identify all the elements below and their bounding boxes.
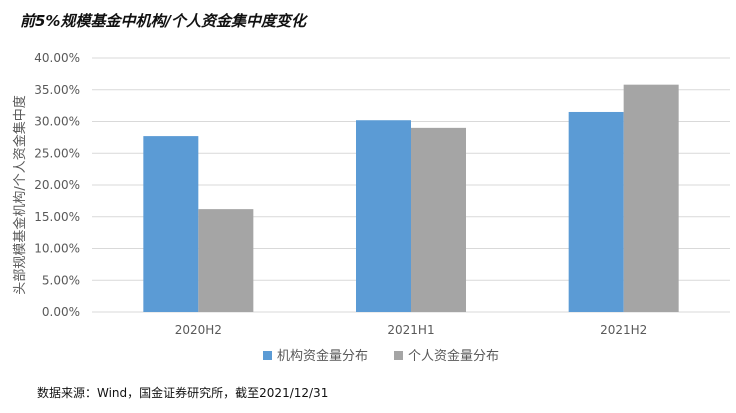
bar-institution [356, 120, 411, 312]
y-tick-label: 30.00% [34, 115, 80, 129]
legend-label: 机构资金量分布 [277, 348, 368, 364]
y-tick-label: 25.00% [34, 146, 80, 160]
bar-individual [623, 84, 679, 312]
bar-institution [143, 136, 199, 312]
y-tick-label: 35.00% [34, 83, 80, 97]
x-tick-label: 2021H1 [387, 323, 434, 337]
y-tick-label: 15.00% [34, 210, 80, 224]
x-tick-label: 2020H2 [175, 323, 222, 337]
legend-swatch [263, 351, 272, 360]
source-note: 数据来源：Wind，国金证券研究所，截至2021/12/31 [37, 386, 329, 400]
y-tick-label: 0.00% [42, 305, 80, 319]
legend-swatch [394, 351, 403, 360]
bar-individual [411, 127, 466, 312]
y-tick-label: 5.00% [42, 273, 80, 287]
chart-title: 前5%规模基金中机构/个人资金集中度变化 [20, 12, 306, 30]
bar-chart: 0.00% 5.00% 10.00% 15.00% 20.00% 25.00% 30.00%… [12, 51, 730, 364]
x-tick-label: 2021H2 [600, 323, 647, 337]
bar-individual [198, 209, 254, 312]
y-tick-label: 10.00% [34, 242, 80, 256]
legend-label: 个人资金量分布 [408, 348, 499, 364]
y-tick-label: 40.00% [34, 51, 80, 65]
y-axis-label: 头部规模基金机构/个人资金集中度 [12, 95, 28, 294]
y-tick-label: 20.00% [34, 178, 80, 192]
bar-institution [568, 111, 624, 312]
